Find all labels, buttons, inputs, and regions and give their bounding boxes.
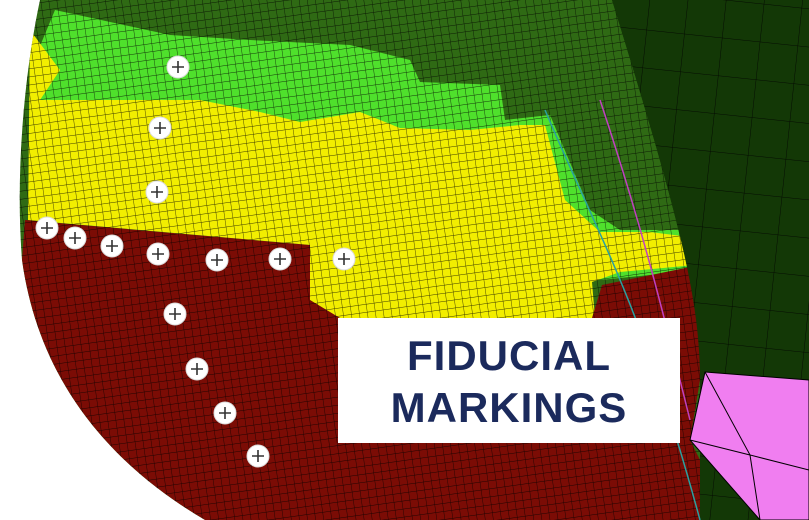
fiducial-marker <box>246 444 270 468</box>
fiducial-marker <box>146 242 170 266</box>
fiducial-marker <box>35 216 59 240</box>
marker-cross <box>41 222 53 234</box>
marker-cross <box>274 253 286 265</box>
label-box <box>338 318 680 443</box>
fiducial-marker <box>185 357 209 381</box>
marker-cross <box>169 308 181 320</box>
marker-cross <box>152 248 164 260</box>
fiducial-marker <box>205 248 229 272</box>
marker-cross <box>151 186 163 198</box>
fiducial-marker <box>213 401 237 425</box>
fiducial-markers <box>35 55 356 468</box>
fiducial-marker <box>63 226 87 250</box>
fiducial-marker <box>332 247 356 271</box>
fiducial-marker <box>166 55 190 79</box>
pink-mesh <box>689 371 809 520</box>
marker-cross <box>172 61 184 73</box>
marker-cross <box>191 363 203 375</box>
marker-cross <box>154 122 166 134</box>
fiducial-marker <box>100 234 124 258</box>
marker-cross <box>338 253 350 265</box>
label-line: FIDUCIAL <box>407 332 611 379</box>
fiducial-marker <box>268 247 292 271</box>
fiducial-marker <box>148 116 172 140</box>
marker-cross <box>106 240 118 252</box>
fiducial-marker <box>163 302 187 326</box>
pink-region <box>689 371 809 520</box>
label-line: MARKINGS <box>391 384 628 431</box>
fiducial-marker <box>145 180 169 204</box>
marker-cross <box>211 254 223 266</box>
marker-cross <box>252 450 264 462</box>
marker-cross <box>69 232 81 244</box>
marker-cross <box>219 407 231 419</box>
